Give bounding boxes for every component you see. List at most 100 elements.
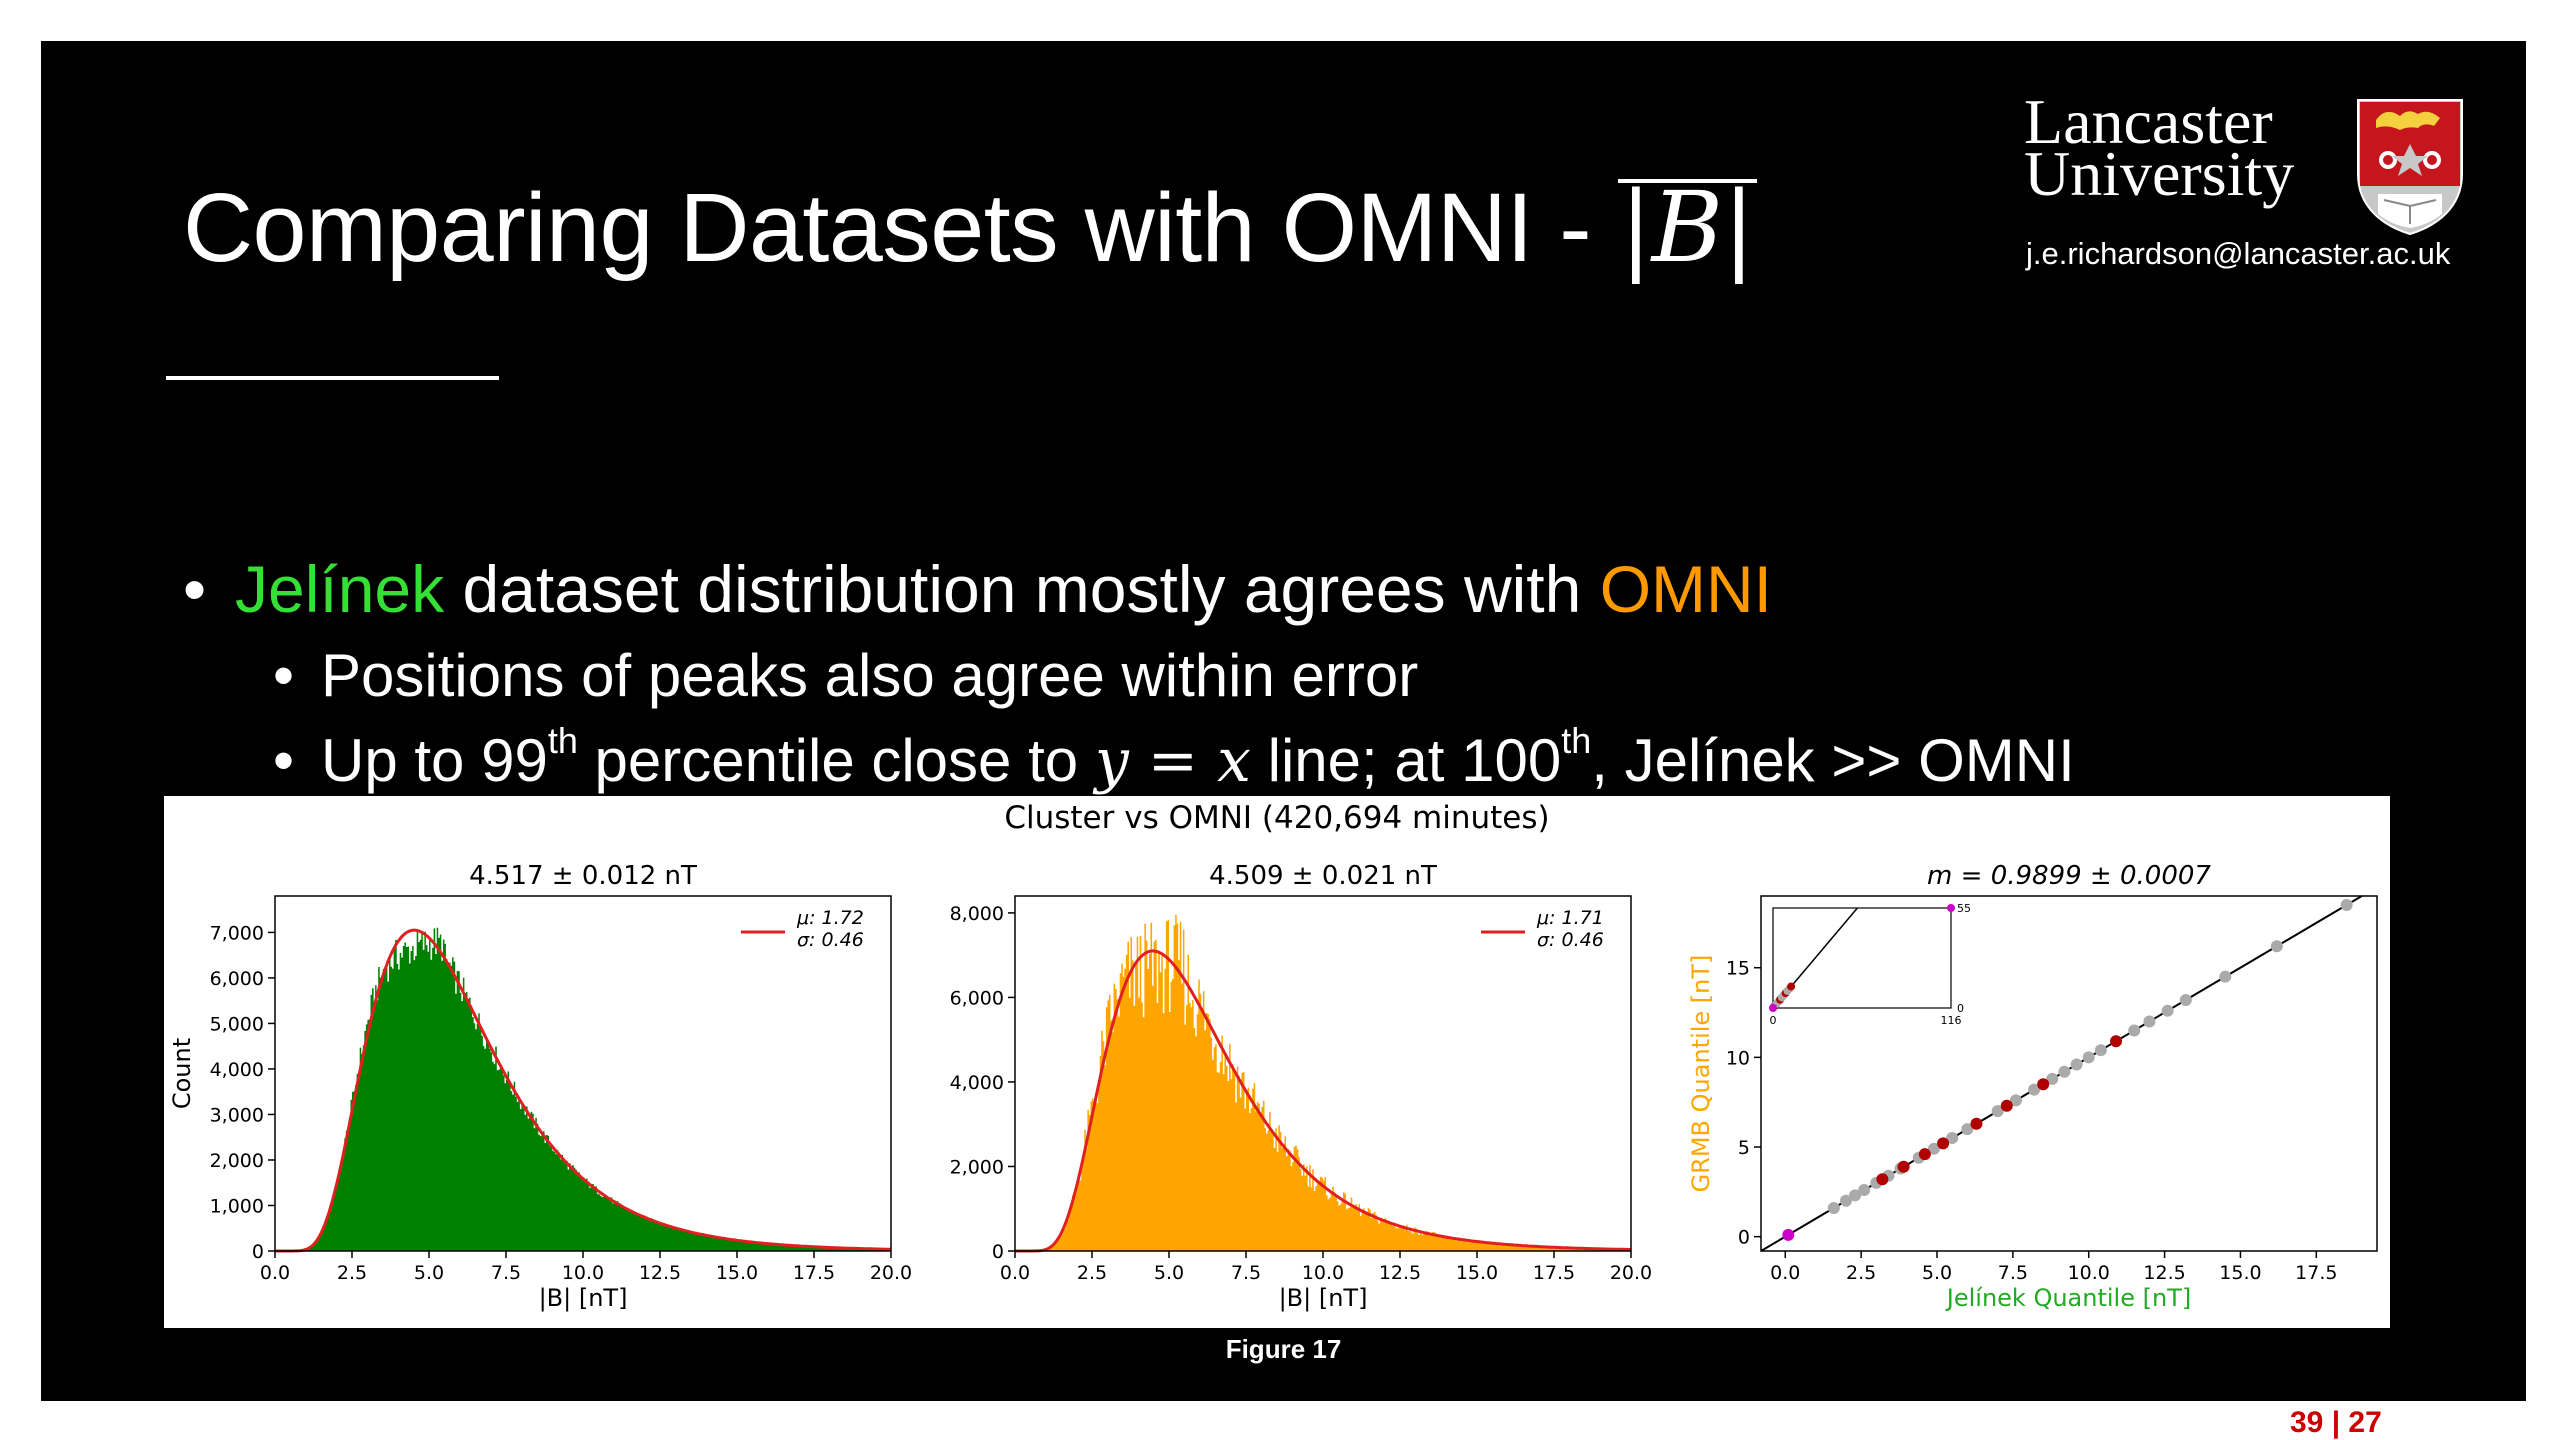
bullet-2: • Positions of peaks also agree within er…	[273, 641, 1418, 710]
grey-point	[2143, 1015, 2156, 1028]
plot-frame	[1760, 895, 2378, 1252]
bullet-2-text: Positions of peaks also agree within err…	[321, 642, 1419, 709]
inset-origin-point	[1769, 1004, 1777, 1012]
y-tick-label: 1,000	[210, 1195, 264, 1217]
grey-point	[1827, 1201, 1840, 1214]
x-tick-label: 10.0	[1302, 1262, 1344, 1284]
x-axis-label: Jelínek Quantile [nT]	[1945, 1284, 2191, 1312]
y-tick-label: 4,000	[950, 1072, 1004, 1094]
title-math: |B|	[1617, 171, 1757, 284]
red-point	[1876, 1173, 1889, 1186]
grey-point	[1991, 1105, 2004, 1118]
x-tick-label: 5.0	[1154, 1262, 1184, 1284]
grey-point	[2161, 1004, 2174, 1017]
x-tick-label: 15.0	[2219, 1262, 2261, 1284]
quantile-plot: m = 0.9899 ± 0.0007 0.0 2.5 5.0 7.5 10.0 12.5 1…	[1687, 861, 2378, 1312]
red-point	[1897, 1160, 1910, 1173]
slide-title: Comparing Datasets with OMNI - |B|	[183, 171, 1757, 284]
x-tick-label: 20.0	[870, 1262, 912, 1284]
grey-point	[2128, 1024, 2141, 1037]
bullet-1-text: dataset distribution mostly agrees with	[444, 552, 1600, 626]
red-point	[2110, 1035, 2123, 1048]
y-tick-label: 10	[1726, 1047, 1750, 1069]
figure-caption: Figure 17	[1225, 1334, 1342, 1364]
bullet-1: • Jelínek dataset distribution mostly agr…	[183, 551, 1772, 627]
inset-point	[1787, 982, 1796, 991]
x-tick-label: 7.5	[1231, 1262, 1261, 1284]
y-tick-label: 6,000	[210, 968, 264, 990]
grey-point	[1849, 1189, 1862, 1202]
grey-point	[1946, 1132, 1959, 1145]
bullet-3-sup1: th	[547, 720, 578, 761]
red-point	[1937, 1137, 1950, 1150]
legend-sigma: σ: 0.46	[797, 929, 864, 951]
slide: Comparing Datasets with OMNI - |B| Lanca…	[41, 41, 2526, 1401]
histogram-omni: 4.509 ± 0.021 nT 0.0 2.5 5.0 7.5 10.0 12.5 15.0…	[950, 861, 1653, 1312]
legend-mu: μ: 1.72	[796, 907, 864, 929]
title-underline	[166, 376, 499, 380]
grey-point	[2270, 940, 2283, 953]
grey-point	[2179, 993, 2192, 1006]
red-point	[1970, 1117, 1983, 1130]
y-tick-label: 0	[1738, 1227, 1750, 1249]
x-tick-label: 10.0	[2068, 1262, 2110, 1284]
contact-email: j.e.richardson@lancaster.ac.uk	[2026, 236, 2451, 271]
bullet-marker: •	[273, 642, 295, 709]
grey-point	[2046, 1072, 2059, 1085]
x-tick-label: 2.5	[337, 1262, 367, 1284]
grey-point	[2058, 1065, 2071, 1078]
bullet-3-sup2: th	[1561, 720, 1592, 761]
logo-line-2: University	[2024, 138, 2295, 209]
logo-line-1: Lancaster	[2024, 86, 2273, 157]
x-axis-label: |B| [nT]	[539, 1284, 628, 1312]
x-tick-label: 7.5	[1998, 1262, 2028, 1284]
title-text: Comparing Datasets with OMNI -	[183, 173, 1618, 282]
x-tick-label: 17.5	[2295, 1262, 2337, 1284]
x-tick-label: 2.5	[1846, 1262, 1876, 1284]
bullet-marker: •	[273, 727, 295, 794]
y-tick-label: 2,000	[950, 1156, 1004, 1178]
x-tick-label: 12.5	[639, 1262, 681, 1284]
legend-sigma: σ: 0.46	[1537, 929, 1604, 951]
x-tick-label: 10.0	[562, 1262, 604, 1284]
x-tick-label: 7.5	[491, 1262, 521, 1284]
grey-point	[2219, 970, 2232, 983]
x-tick-label: 15.0	[1456, 1262, 1498, 1284]
grey-point	[2094, 1044, 2107, 1057]
inset-frame	[1772, 907, 1952, 1009]
bullet-3: • Up to 99th percentile close to y = x li…	[273, 720, 2075, 796]
y-tick-label: 6,000	[950, 987, 1004, 1009]
red-point	[1918, 1148, 1931, 1161]
x-tick-label: 5.0	[1922, 1262, 1952, 1284]
grey-point	[2082, 1051, 2095, 1064]
grey-point	[2340, 898, 2353, 911]
inset-y-tick-label: 0	[1957, 1002, 1964, 1015]
inset-y-tick-label: 55	[1957, 902, 1971, 915]
plot-title: 4.517 ± 0.012 nT	[469, 861, 697, 891]
inset-outlier-point	[1947, 904, 1955, 912]
y-tick-label: 7,000	[210, 922, 264, 944]
bullet-1-omni: OMNI	[1599, 552, 1773, 626]
histogram-cluster: 4.517 ± 0.012 nT 0.0 2.5 5.0 7.5 10.0 12.5 15.0…	[168, 861, 912, 1312]
grey-point	[1858, 1184, 1871, 1197]
page-number: 39 | 27	[2290, 1406, 2382, 1439]
grey-point	[2028, 1083, 2041, 1096]
bullet-3-b: percentile close to	[577, 727, 1095, 794]
crest-icon	[2357, 99, 2463, 236]
grey-point	[1961, 1123, 1974, 1136]
bullet-3-d: , Jelínek >> OMNI	[1591, 727, 2075, 794]
x-tick-label: 0.0	[260, 1262, 290, 1284]
grey-point	[2009, 1094, 2022, 1107]
x-tick-label: 17.5	[1533, 1262, 1575, 1284]
plot-title: 4.509 ± 0.021 nT	[1209, 861, 1437, 891]
y-tick-label: 8,000	[950, 903, 1004, 925]
y-tick-label: 5,000	[210, 1013, 264, 1035]
magenta-point	[1782, 1228, 1795, 1241]
y-tick-label: 5	[1738, 1137, 1750, 1159]
plot-title: m = 0.9899 ± 0.0007	[1927, 861, 2211, 891]
fit-curve	[275, 928, 892, 1253]
x-tick-label: 12.5	[2143, 1262, 2185, 1284]
histogram-bars	[1015, 914, 1631, 1251]
x-tick-label: 20.0	[1610, 1262, 1652, 1284]
x-axis-label: |B| [nT]	[1279, 1284, 1368, 1312]
